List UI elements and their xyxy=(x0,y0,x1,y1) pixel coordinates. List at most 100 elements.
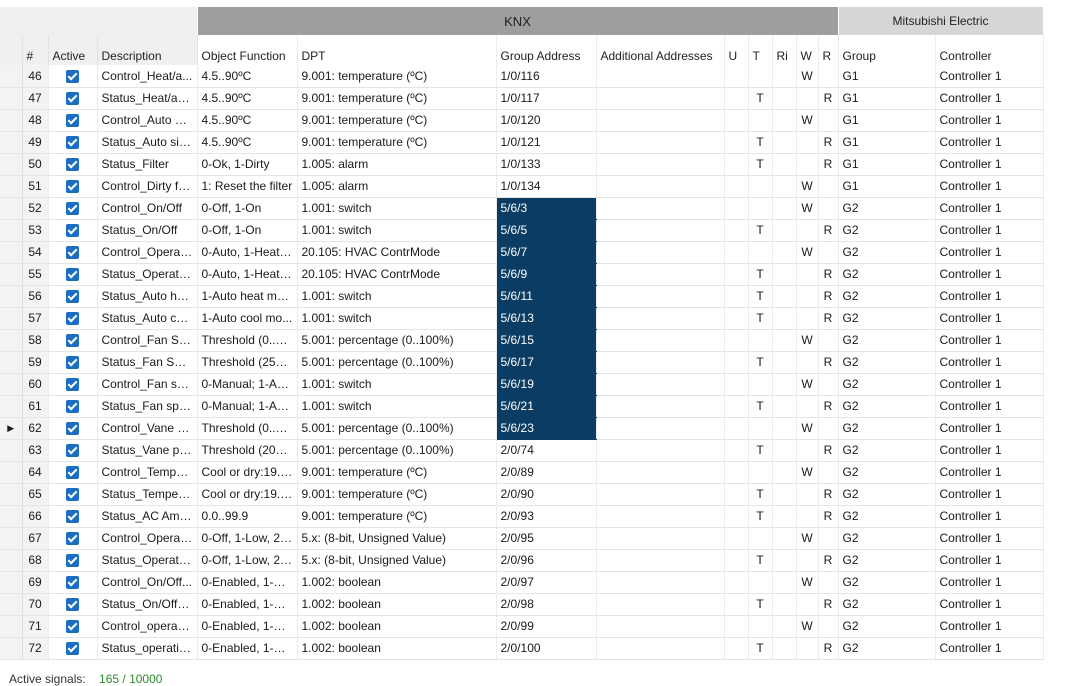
flag-w-cell[interactable] xyxy=(796,351,819,374)
active-checkbox[interactable] xyxy=(66,312,79,326)
description-cell[interactable]: Control_Vane p... xyxy=(97,417,198,440)
flag-u-cell[interactable] xyxy=(724,505,749,528)
flag-r-cell[interactable] xyxy=(818,527,839,550)
controller-cell[interactable]: Controller 1 xyxy=(935,131,1044,154)
flag-w-cell[interactable] xyxy=(796,263,819,286)
controller-cell[interactable]: Controller 1 xyxy=(935,109,1044,132)
flag-ri-cell[interactable] xyxy=(772,527,797,550)
flag-ri-cell[interactable] xyxy=(772,65,797,88)
dpt-cell[interactable]: 5.001: percentage (0..100%) xyxy=(297,329,497,352)
group-cell[interactable]: G2 xyxy=(838,351,936,374)
flag-w-cell[interactable] xyxy=(796,131,819,154)
description-cell[interactable]: Status_Heat/aut... xyxy=(97,87,198,110)
group-cell[interactable]: G2 xyxy=(838,417,936,440)
additional-addresses-cell[interactable] xyxy=(596,285,725,308)
group-address-cell[interactable]: 5/6/19 xyxy=(496,373,597,396)
controller-cell[interactable]: Controller 1 xyxy=(935,593,1044,616)
flag-ri-cell[interactable] xyxy=(772,351,797,374)
dpt-cell[interactable]: 1.005: alarm xyxy=(297,175,497,198)
flag-r-cell[interactable]: R xyxy=(818,395,839,418)
group-address-cell[interactable]: 1/0/116 xyxy=(496,65,597,88)
description-cell[interactable]: Control_Fan Sp... xyxy=(97,329,198,352)
flag-w-cell[interactable] xyxy=(796,505,819,528)
flag-u-cell[interactable] xyxy=(724,637,749,660)
column-header-group[interactable]: Group xyxy=(838,35,936,65)
controller-cell[interactable]: Controller 1 xyxy=(935,461,1044,484)
additional-addresses-cell[interactable] xyxy=(596,527,725,550)
description-cell[interactable]: Status_Operatio... xyxy=(97,549,198,572)
additional-addresses-cell[interactable] xyxy=(596,131,725,154)
row-selector[interactable] xyxy=(0,373,23,396)
object-function-cell[interactable]: 0-Manual; 1-Au... xyxy=(197,395,298,418)
column-header-description[interactable]: Description xyxy=(97,35,198,65)
flag-r-cell[interactable]: R xyxy=(818,263,839,286)
row-selector[interactable]: ▶ xyxy=(0,417,23,440)
group-address-cell[interactable]: 5/6/15 xyxy=(496,329,597,352)
flag-ri-cell[interactable] xyxy=(772,87,797,110)
object-function-cell[interactable]: 0-Off, 1-On xyxy=(197,219,298,242)
dpt-cell[interactable]: 9.001: temperature (ºC) xyxy=(297,131,497,154)
controller-cell[interactable]: Controller 1 xyxy=(935,285,1044,308)
object-function-cell[interactable]: 0-Off, 1-Low, 2-... xyxy=(197,527,298,550)
flag-u-cell[interactable] xyxy=(724,175,749,198)
dpt-cell[interactable]: 1.001: switch xyxy=(297,373,497,396)
row-selector[interactable] xyxy=(0,439,23,462)
table-row[interactable]: 58 Control_Fan Sp... Threshold (0..37... 5.… xyxy=(0,329,1044,352)
row-selector[interactable] xyxy=(0,593,23,616)
row-selector[interactable] xyxy=(0,109,23,132)
group-address-cell[interactable]: 5/6/7 xyxy=(496,241,597,264)
controller-cell[interactable]: Controller 1 xyxy=(935,263,1044,286)
description-cell[interactable]: Control_Operati... xyxy=(97,527,198,550)
column-header-additional-addresses[interactable]: Additional Addresses xyxy=(596,35,725,65)
flag-ri-cell[interactable] xyxy=(772,615,797,638)
dpt-cell[interactable]: 1.001: switch xyxy=(297,395,497,418)
flag-ri-cell[interactable] xyxy=(772,637,797,660)
flag-ri-cell[interactable] xyxy=(772,505,797,528)
controller-cell[interactable]: Controller 1 xyxy=(935,87,1044,110)
additional-addresses-cell[interactable] xyxy=(596,307,725,330)
additional-addresses-cell[interactable] xyxy=(596,197,725,220)
group-address-cell[interactable]: 2/0/96 xyxy=(496,549,597,572)
flag-u-cell[interactable] xyxy=(724,307,749,330)
flag-r-cell[interactable] xyxy=(818,329,839,352)
description-cell[interactable]: Status_Filter xyxy=(97,153,198,176)
flag-ri-cell[interactable] xyxy=(772,461,797,484)
object-function-cell[interactable]: 1-Auto cool mo... xyxy=(197,307,298,330)
description-cell[interactable]: Status_Auto sin... xyxy=(97,131,198,154)
group-address-cell[interactable]: 1/0/117 xyxy=(496,87,597,110)
row-selector[interactable] xyxy=(0,549,23,572)
group-cell[interactable]: G1 xyxy=(838,87,936,110)
table-row[interactable]: 57 Status_Auto co... 1-Auto cool mo... 1.00… xyxy=(0,307,1044,330)
description-cell[interactable]: Control_Fan sp... xyxy=(97,373,198,396)
group-cell[interactable]: G1 xyxy=(838,65,936,88)
description-cell[interactable]: Status_Fan Spee... xyxy=(97,351,198,374)
column-header-dpt[interactable]: DPT xyxy=(297,35,497,65)
flag-r-cell[interactable] xyxy=(818,65,839,88)
flag-u-cell[interactable] xyxy=(724,197,749,220)
description-cell[interactable]: Status_On/Off xyxy=(97,219,198,242)
flag-w-cell[interactable]: W xyxy=(796,615,819,638)
group-address-cell[interactable]: 2/0/97 xyxy=(496,571,597,594)
table-row[interactable]: 67 Control_Operati... 0-Off, 1-Low, 2-... 5… xyxy=(0,527,1044,550)
additional-addresses-cell[interactable] xyxy=(596,65,725,88)
flag-r-cell[interactable]: R xyxy=(818,637,839,660)
flag-w-cell[interactable] xyxy=(796,593,819,616)
flag-ri-cell[interactable] xyxy=(772,417,797,440)
controller-cell[interactable]: Controller 1 xyxy=(935,373,1044,396)
object-function-cell[interactable]: 0-Enabled, 1-Di... xyxy=(197,593,298,616)
additional-addresses-cell[interactable] xyxy=(596,637,725,660)
additional-addresses-cell[interactable] xyxy=(596,439,725,462)
flag-w-cell[interactable]: W xyxy=(796,571,819,594)
column-header-r[interactable]: R xyxy=(818,35,839,65)
flag-t-cell[interactable]: T xyxy=(748,87,773,110)
group-address-cell[interactable]: 5/6/23 xyxy=(496,417,597,440)
table-row[interactable]: 71 Control_operati... 0-Enabled, 1-Di... 1.… xyxy=(0,615,1044,638)
controller-cell[interactable]: Controller 1 xyxy=(935,307,1044,330)
description-cell[interactable]: Control_Heat/a... xyxy=(97,65,198,88)
flag-u-cell[interactable] xyxy=(724,329,749,352)
flag-t-cell[interactable]: T xyxy=(748,395,773,418)
column-header-number[interactable]: # xyxy=(22,35,49,65)
flag-r-cell[interactable]: R xyxy=(818,505,839,528)
flag-w-cell[interactable] xyxy=(796,483,819,506)
group-cell[interactable]: G1 xyxy=(838,175,936,198)
